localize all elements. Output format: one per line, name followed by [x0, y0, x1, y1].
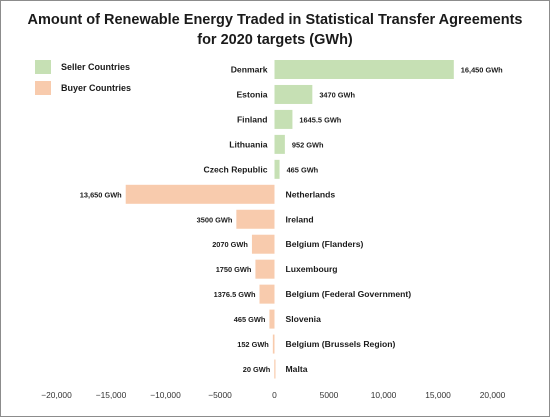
data-label-denmark: 16,450 GWh — [461, 66, 503, 75]
category-label-denmark: Denmark — [231, 65, 268, 75]
category-label-czech-republic: Czech Republic — [204, 164, 268, 174]
data-label-netherlands: 13,650 GWh — [80, 190, 122, 199]
category-label-ireland: Ireland — [286, 214, 314, 224]
category-label-luxembourg: Luxembourg — [286, 264, 338, 274]
category-label-belgium-federal-government: Belgium (Federal Government) — [286, 289, 412, 299]
legend-label-buyer: Buyer Countries — [61, 83, 132, 93]
category-label-slovenia: Slovenia — [286, 314, 322, 324]
x-tick-label-6: 10,000 — [371, 390, 397, 400]
data-label-belgium-flanders: 2070 GWh — [212, 240, 248, 249]
bar-estonia — [274, 84, 313, 104]
bar-ireland — [236, 209, 275, 229]
x-tick-label-1: −15,000 — [96, 390, 127, 400]
bar-denmark — [274, 60, 454, 79]
x-tick-label-5: 5000 — [320, 390, 339, 400]
category-label-estonia: Estonia — [236, 89, 267, 99]
chart-title-line-1: Amount of Renewable Energy Traded in Sta… — [27, 12, 523, 28]
x-tick-label-0: −20,000 — [41, 390, 72, 400]
x-tick-label-7: 15,000 — [425, 390, 451, 400]
bar-netherlands — [125, 184, 275, 204]
category-label-belgium-flanders: Belgium (Flanders) — [286, 239, 364, 249]
data-label-czech-republic: 465 GWh — [287, 165, 319, 174]
data-label-estonia: 3470 GWh — [319, 90, 355, 99]
legend-swatch-buyer — [35, 81, 51, 95]
bar-belgium-federal-government — [259, 284, 275, 304]
bar-slovenia — [269, 309, 275, 329]
bar-belgium-brussels-region — [272, 334, 275, 354]
data-label-belgium-federal-government: 1376.5 GWh — [214, 290, 256, 299]
category-label-lithuania: Lithuania — [229, 139, 267, 149]
x-tick-label-3: −5000 — [208, 390, 232, 400]
data-label-malta: 20 GWh — [243, 365, 271, 374]
category-label-netherlands: Netherlands — [286, 189, 336, 199]
data-label-slovenia: 465 GWh — [234, 315, 266, 324]
legend-label-seller: Seller Countries — [61, 62, 131, 72]
data-label-ireland: 3500 GWh — [197, 215, 233, 224]
category-label-finland: Finland — [237, 114, 268, 124]
chart-title-line-2: for 2020 targets (GWh) — [197, 32, 353, 48]
bar-lithuania — [274, 134, 285, 154]
x-tick-label-2: −10,000 — [150, 390, 181, 400]
data-label-finland: 1645.5 GWh — [299, 115, 341, 124]
bar-luxembourg — [255, 259, 275, 279]
x-tick-label-8: 20,000 — [480, 390, 506, 400]
bar-malta — [274, 359, 276, 379]
data-label-belgium-brussels-region: 152 GWh — [237, 340, 269, 349]
legend-item-buyer: Buyer Countries — [35, 81, 131, 95]
legend-swatch-seller — [35, 60, 51, 74]
bar-belgium-flanders — [251, 234, 275, 254]
x-tick-label-4: 0 — [272, 390, 277, 400]
data-label-luxembourg: 1750 GWh — [216, 265, 252, 274]
data-label-lithuania: 952 GWh — [292, 140, 324, 149]
category-label-belgium-brussels-region: Belgium (Brussels Region) — [286, 339, 396, 349]
chart-title: Amount of Renewable Energy Traded in Sta… — [0, 10, 550, 50]
legend-item-seller: Seller Countries — [35, 60, 130, 74]
category-label-malta: Malta — [286, 364, 308, 374]
bar-czech-republic — [274, 159, 280, 179]
bar-finland — [274, 109, 293, 129]
